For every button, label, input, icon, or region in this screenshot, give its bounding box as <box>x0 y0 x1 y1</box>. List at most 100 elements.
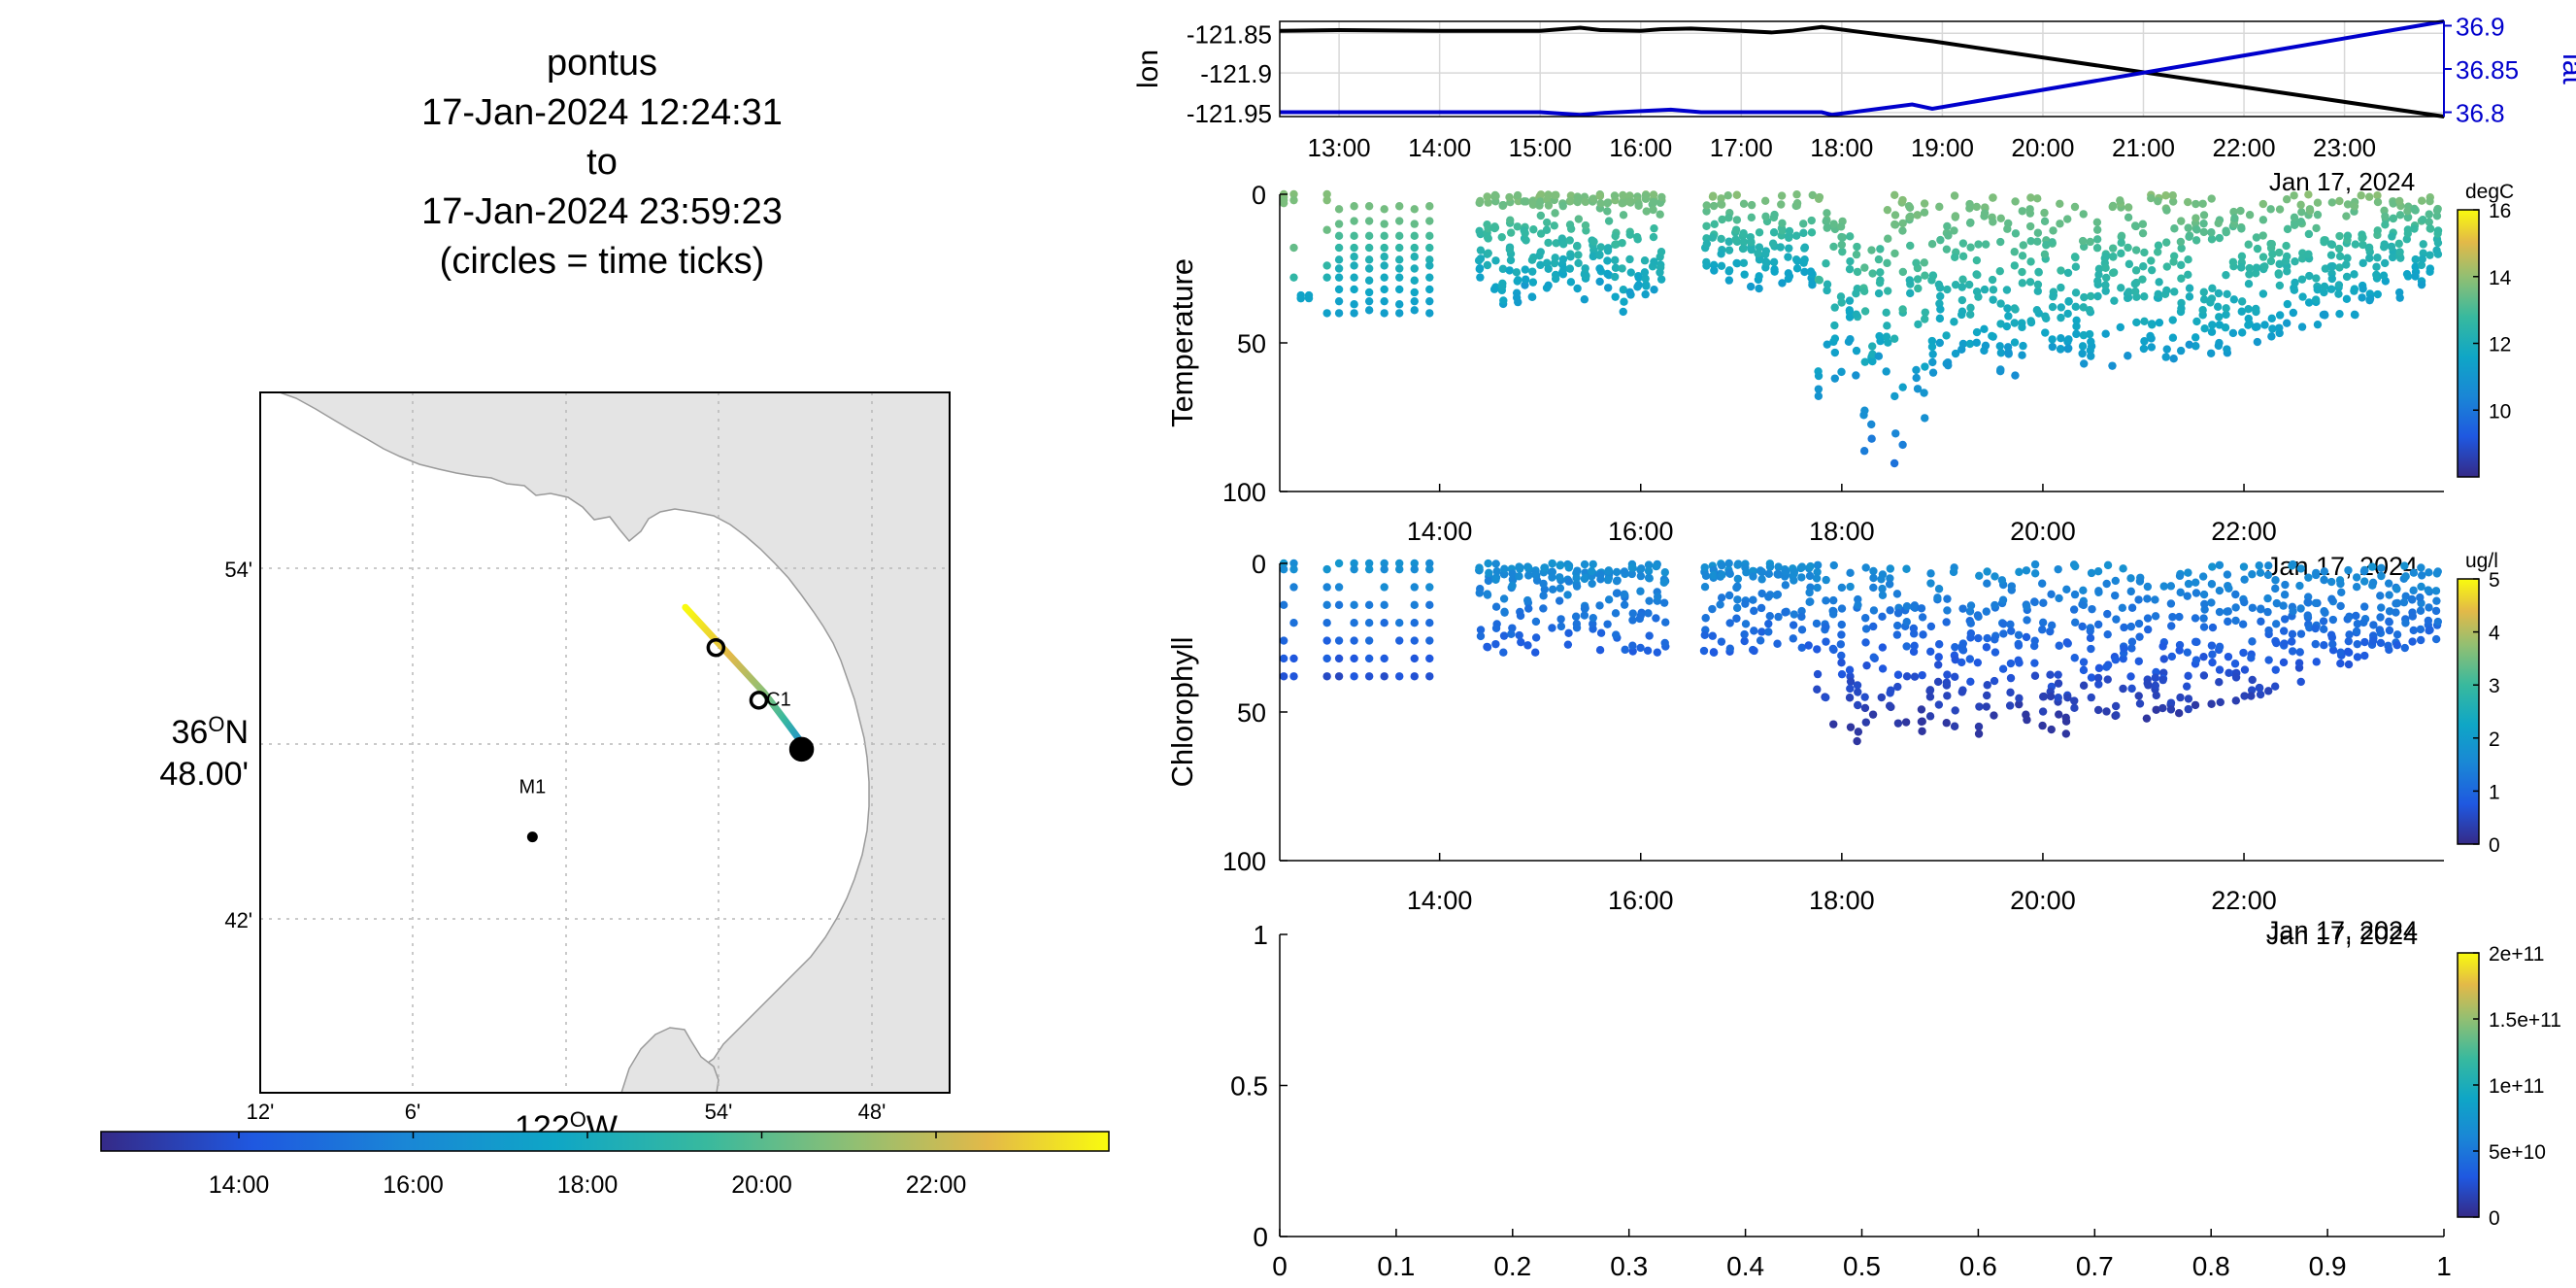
chl-data-point <box>1733 559 1743 568</box>
temp-data-point <box>2011 229 2021 238</box>
chl-data-point <box>1425 564 1434 574</box>
chl-data-point <box>2328 615 2338 625</box>
chl-data-point <box>2392 598 2402 608</box>
temp-colorbar-tick-label: 16 <box>2489 200 2511 222</box>
chl-data-point <box>1364 654 1374 663</box>
temp-data-point <box>2419 216 2427 224</box>
chl-data-point <box>1998 595 2008 604</box>
chl-data-point <box>2296 564 2305 573</box>
temp-x-tick-label: 16:00 <box>1608 517 1674 546</box>
chl-data-point <box>2288 637 2296 646</box>
chl-data-point <box>1556 615 1565 624</box>
temp-data-point <box>2048 342 2057 352</box>
chl-data-point <box>2151 681 2160 690</box>
temp-data-point <box>2168 190 2177 200</box>
temp-data-point <box>1625 254 1634 264</box>
temp-data-point <box>2305 206 2315 216</box>
chl-data-point <box>2288 629 2297 639</box>
temp-data-point <box>2245 211 2255 220</box>
map-lon-label-48: 48' <box>858 1100 887 1124</box>
station-label-m1: M1 <box>519 777 546 798</box>
temp-data-point <box>1611 292 1620 301</box>
chl-data-point <box>1741 599 1750 608</box>
temp-data-point <box>1760 196 1770 206</box>
chl-data-point <box>1974 633 1983 643</box>
chl-data-point <box>1475 563 1484 572</box>
temp-data-point <box>1890 211 1900 220</box>
chl-data-point <box>1749 595 1757 604</box>
chl-data-point <box>2112 615 2121 624</box>
temp-data-point <box>2057 344 2065 354</box>
temp-data-point <box>1761 247 1771 255</box>
temp-data-point <box>1814 391 1823 400</box>
temp-data-point <box>2335 309 2344 319</box>
temp-data-point <box>2011 197 2020 206</box>
chl-data-point <box>2326 577 2336 587</box>
temp-data-point <box>2373 254 2382 262</box>
chl-data-point <box>2433 617 2443 627</box>
chl-data-point <box>1289 654 1298 663</box>
temp-data-point <box>1289 273 1298 282</box>
chl-data-point <box>1886 574 1894 583</box>
chl-data-point <box>1556 573 1564 582</box>
temp-data-point <box>1542 225 1552 234</box>
chl-data-point <box>2256 690 2265 699</box>
temp-data-point <box>1350 243 1358 253</box>
temp-data-point <box>1566 253 1575 261</box>
temp-data-point <box>2395 248 2404 256</box>
temp-data-point <box>1618 238 1626 248</box>
temp-data-point <box>1536 211 1546 220</box>
temp-data-point <box>1965 339 1975 349</box>
temp-data-point <box>2198 306 2207 315</box>
chl-data-point <box>2054 564 2062 574</box>
temp-data-point <box>2237 297 2247 306</box>
time-tick-circle <box>749 691 769 710</box>
temp-data-point <box>1702 201 1711 210</box>
chl-data-point <box>2126 587 2135 596</box>
chl-data-point <box>2158 642 2167 651</box>
temp-data-point <box>1739 199 1749 209</box>
chl-data-point <box>2385 607 2394 616</box>
chl-data-point <box>2257 604 2265 613</box>
chl-data-point <box>1612 567 1622 577</box>
temp-data-point <box>1972 202 1981 212</box>
temp-data-point <box>2064 344 2073 353</box>
chl-data-point <box>2069 605 2079 614</box>
chl-data-point <box>2014 656 2023 665</box>
chl-data-point <box>1892 630 1902 639</box>
chl-data-point <box>2264 561 2273 570</box>
chl-data-point <box>2134 619 2144 628</box>
chl-data-point <box>1991 572 1999 581</box>
chl-data-point <box>1523 641 1532 650</box>
chl-data-point <box>2152 691 2160 700</box>
temp-data-point <box>1334 296 1344 306</box>
temp-data-point <box>2373 226 2382 235</box>
chl-data-point <box>2079 658 2089 666</box>
temp-data-point <box>2072 316 2081 325</box>
temp-data-point <box>1603 244 1613 253</box>
chl-data-point <box>1395 636 1404 645</box>
temp-data-point <box>2258 231 2267 240</box>
temp-data-point <box>1566 278 1576 287</box>
temp-data-point <box>2290 191 2298 200</box>
temp-data-point <box>2403 272 2413 281</box>
temp-data-point <box>2418 196 2426 205</box>
temp-data-point <box>1920 199 1929 208</box>
temp-data-point <box>2244 305 2253 314</box>
chl-data-point <box>1919 630 1927 639</box>
chl-data-point <box>1860 703 1870 713</box>
chl-data-point <box>1846 582 1855 592</box>
chl-data-point <box>2248 675 2257 685</box>
chl-data-point <box>1573 566 1582 575</box>
temp-data-point <box>2010 338 2020 347</box>
chl-data-point <box>2425 568 2433 577</box>
temp-data-point <box>2252 263 2261 272</box>
chl-data-point <box>2126 622 2136 631</box>
temp-data-point <box>2003 304 2012 313</box>
chl-data-point <box>2207 641 2217 650</box>
temp-data-point <box>2372 262 2381 271</box>
temp-data-point <box>2138 275 2147 284</box>
chl-data-point <box>2279 658 2289 667</box>
temp-data-point <box>2222 226 2230 235</box>
temp-data-point <box>2087 337 2095 346</box>
